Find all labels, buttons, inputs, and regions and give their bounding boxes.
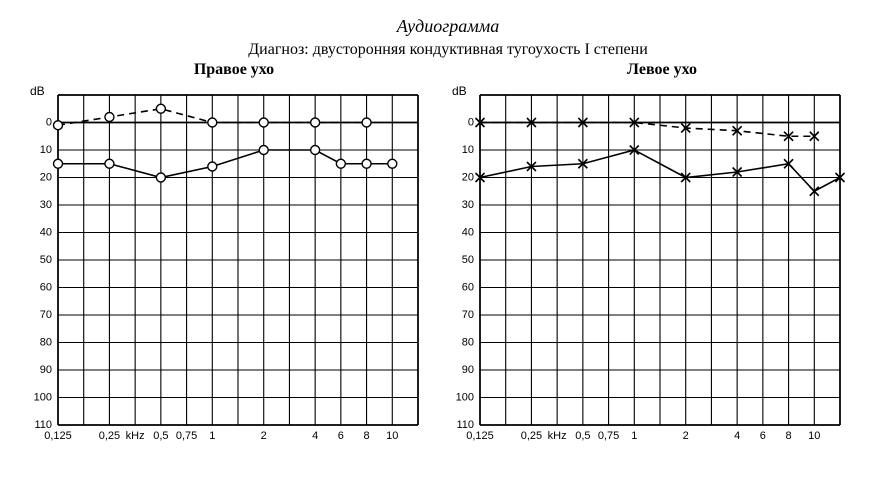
grid — [480, 95, 840, 425]
y-tick-label: 100 — [456, 392, 474, 404]
y-tick-label: 60 — [462, 282, 474, 294]
y-tick-label: 50 — [462, 254, 474, 266]
x-tick-label: 0,125 — [466, 430, 494, 442]
y-tick-label: 0 — [468, 117, 474, 129]
x-tick-label: kHz — [548, 430, 567, 442]
x-tick-label: 0,5 — [153, 430, 168, 442]
x-tick-label: 10 — [808, 430, 820, 442]
x-tick-label: 0,25 — [99, 430, 120, 442]
y-tick-label: 20 — [462, 172, 474, 184]
marker-circle — [54, 121, 63, 130]
y-tick-label: 70 — [462, 309, 474, 321]
x-tick-label: kHz — [126, 430, 145, 442]
marker-circle — [105, 159, 114, 168]
audiogram-left-ear: dB01020304050607080901001100,1250,25kHz0… — [442, 83, 846, 453]
x-tick-label: 0,125 — [44, 430, 72, 442]
y-tick-label: 40 — [40, 227, 52, 239]
x-tick-label: 8 — [786, 430, 792, 442]
x-tick-label: 0,75 — [598, 430, 619, 442]
y-tick-label: 70 — [40, 309, 52, 321]
x-tick-label: 0,75 — [176, 430, 197, 442]
y-tick-label: 20 — [40, 172, 52, 184]
x-tick-label: 10 — [386, 430, 398, 442]
y-tick-label: 30 — [40, 199, 52, 211]
marker-circle — [259, 146, 268, 155]
marker-circle — [208, 162, 217, 171]
x-tick-label: 1 — [209, 430, 215, 442]
x-tick-label: 2 — [683, 430, 689, 442]
y-axis-label: dB — [30, 84, 45, 98]
audiogram-right-ear: dB01020304050607080901001100,1250,25kHz0… — [20, 83, 424, 453]
y-tick-label: 60 — [40, 282, 52, 294]
diagnosis-text: Диагноз: двусторонняя кондуктивная тугоу… — [20, 41, 876, 59]
x-tick-label: 0,5 — [575, 430, 590, 442]
x-tick-label: 6 — [338, 430, 344, 442]
y-tick-label: 10 — [462, 144, 474, 156]
grid — [58, 95, 418, 425]
marker-circle — [105, 113, 114, 122]
y-tick-label: 100 — [34, 392, 52, 404]
y-tick-label: 90 — [462, 364, 474, 376]
y-tick-label: 0 — [46, 117, 52, 129]
marker-circle — [311, 118, 320, 127]
marker-circle — [156, 104, 165, 113]
ear-labels-row: Правое ухо Левое ухо — [20, 61, 876, 79]
charts-container: dB01020304050607080901001100,1250,25kHz0… — [20, 83, 876, 453]
chart-title: Аудиограмма — [20, 16, 876, 37]
y-tick-label: 90 — [40, 364, 52, 376]
marker-circle — [54, 159, 63, 168]
right-ear-label: Правое ухо — [20, 61, 448, 79]
x-tick-label: 6 — [760, 430, 766, 442]
marker-circle — [362, 118, 371, 127]
y-tick-label: 50 — [40, 254, 52, 266]
marker-circle — [311, 146, 320, 155]
marker-circle — [208, 118, 217, 127]
left-ear-label: Левое ухо — [448, 61, 876, 79]
x-tick-label: 4 — [312, 430, 318, 442]
y-tick-label: 80 — [40, 337, 52, 349]
x-tick-label: 2 — [261, 430, 267, 442]
marker-circle — [156, 173, 165, 182]
marker-circle — [388, 159, 397, 168]
x-tick-label: 1 — [631, 430, 637, 442]
y-tick-label: 80 — [462, 337, 474, 349]
audiogram-svg: dB01020304050607080901001100,1250,25kHz0… — [20, 83, 424, 453]
y-tick-label: 30 — [462, 199, 474, 211]
x-tick-label: 8 — [364, 430, 370, 442]
marker-circle — [259, 118, 268, 127]
y-tick-label: 40 — [462, 227, 474, 239]
y-axis-label: dB — [452, 84, 467, 98]
y-tick-label: 10 — [40, 144, 52, 156]
audiogram-svg: dB01020304050607080901001100,1250,25kHz0… — [442, 83, 846, 453]
x-tick-label: 0,25 — [521, 430, 542, 442]
x-tick-label: 4 — [734, 430, 740, 442]
marker-circle — [336, 159, 345, 168]
marker-circle — [362, 159, 371, 168]
